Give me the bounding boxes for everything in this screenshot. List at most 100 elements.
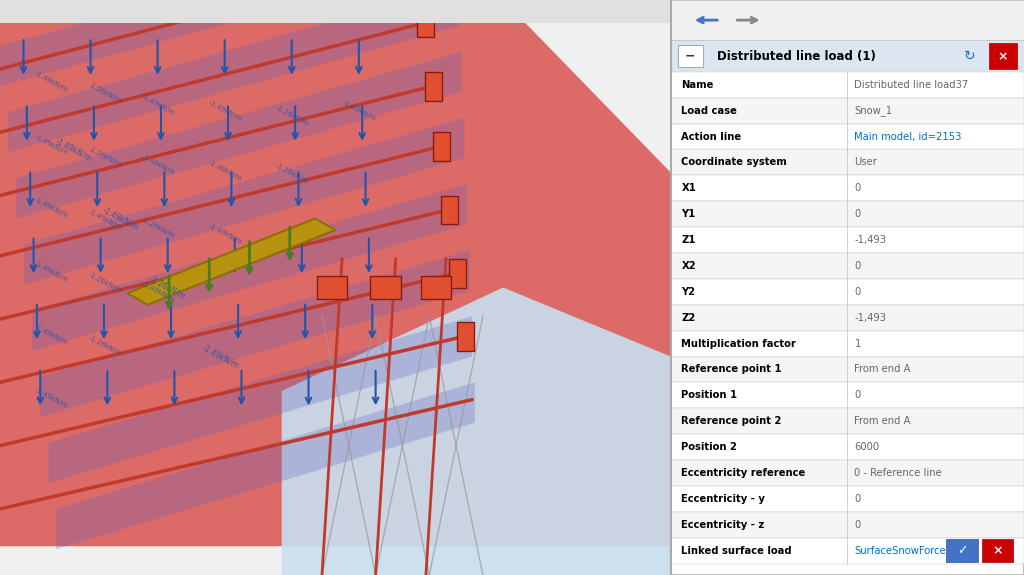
- FancyBboxPatch shape: [671, 150, 1024, 175]
- FancyBboxPatch shape: [671, 124, 1024, 150]
- Text: Linked surface load: Linked surface load: [681, 546, 792, 555]
- Text: -1.49kN/m: -1.49kN/m: [53, 136, 93, 163]
- Text: Multiplication factor: Multiplication factor: [681, 339, 797, 348]
- Text: Name: Name: [681, 80, 714, 90]
- Text: -1.26kN/m: -1.26kN/m: [87, 335, 122, 358]
- Text: -1.49kN/m: -1.49kN/m: [201, 343, 241, 370]
- Polygon shape: [417, 9, 434, 37]
- Text: Load case: Load case: [681, 106, 737, 116]
- Polygon shape: [458, 322, 474, 351]
- FancyBboxPatch shape: [671, 512, 1024, 538]
- FancyBboxPatch shape: [671, 72, 1024, 98]
- Polygon shape: [371, 276, 401, 299]
- Text: Distributed line load (1): Distributed line load (1): [717, 49, 876, 63]
- Text: Distributed line load37: Distributed line load37: [854, 80, 969, 90]
- Text: −: −: [685, 50, 695, 63]
- Text: -1.49kN/m: -1.49kN/m: [208, 160, 243, 182]
- Text: -1.49kN/m: -1.49kN/m: [34, 387, 69, 409]
- Text: -1.49kN/m: -1.49kN/m: [87, 209, 122, 231]
- FancyBboxPatch shape: [982, 539, 1014, 562]
- Text: Eccentricity - y: Eccentricity - y: [681, 494, 765, 504]
- Text: -1,493: -1,493: [854, 235, 887, 245]
- Polygon shape: [8, 0, 459, 152]
- Text: -1.26kN/m: -1.26kN/m: [87, 272, 122, 294]
- Text: X1: X1: [681, 183, 696, 193]
- Text: SurfaceSnowForce3: SurfaceSnowForce3: [854, 546, 952, 555]
- Polygon shape: [0, 0, 671, 23]
- Text: -1.49kN/m: -1.49kN/m: [34, 134, 69, 156]
- Text: 0: 0: [854, 287, 861, 297]
- FancyBboxPatch shape: [671, 253, 1024, 279]
- Text: 0 - Reference line: 0 - Reference line: [854, 468, 942, 478]
- FancyBboxPatch shape: [671, 40, 1024, 72]
- FancyBboxPatch shape: [671, 538, 1024, 564]
- Text: -1.49kN/m: -1.49kN/m: [34, 260, 69, 283]
- Text: Eccentricity reference: Eccentricity reference: [681, 468, 806, 478]
- Text: -1.26kN/m: -1.26kN/m: [141, 217, 176, 240]
- Polygon shape: [16, 52, 462, 219]
- Text: -1.49kN/m: -1.49kN/m: [208, 223, 243, 246]
- Text: Y2: Y2: [681, 287, 695, 297]
- Polygon shape: [441, 196, 458, 224]
- Polygon shape: [450, 259, 466, 288]
- Text: -1.49kN/m: -1.49kN/m: [141, 154, 176, 177]
- FancyBboxPatch shape: [671, 175, 1024, 201]
- Text: ×: ×: [992, 544, 1002, 557]
- Polygon shape: [25, 118, 464, 285]
- Text: Snow_1: Snow_1: [854, 105, 893, 116]
- Text: Reference point 2: Reference point 2: [681, 416, 781, 426]
- FancyBboxPatch shape: [946, 539, 978, 562]
- Text: Coordinate system: Coordinate system: [681, 158, 787, 167]
- Polygon shape: [425, 72, 442, 101]
- FancyBboxPatch shape: [671, 279, 1024, 305]
- Text: User: User: [854, 158, 878, 167]
- FancyBboxPatch shape: [671, 356, 1024, 382]
- FancyBboxPatch shape: [671, 460, 1024, 486]
- FancyBboxPatch shape: [671, 0, 1024, 575]
- Text: -1.49kN/m: -1.49kN/m: [141, 94, 176, 116]
- Text: -1.49kN/m: -1.49kN/m: [34, 71, 69, 93]
- FancyBboxPatch shape: [989, 43, 1017, 69]
- Text: 0: 0: [854, 494, 861, 504]
- Text: Reference point 1: Reference point 1: [681, 365, 782, 374]
- Polygon shape: [316, 276, 347, 299]
- FancyBboxPatch shape: [671, 201, 1024, 227]
- FancyBboxPatch shape: [671, 486, 1024, 512]
- Text: -1.26kN/m: -1.26kN/m: [147, 274, 187, 301]
- Text: -1.26kN/m: -1.26kN/m: [275, 163, 310, 185]
- Text: -1.49kN/m: -1.49kN/m: [141, 281, 176, 303]
- Text: 0: 0: [854, 209, 861, 219]
- Text: -1.49kN/m: -1.49kN/m: [34, 324, 69, 346]
- Text: Action line: Action line: [681, 132, 741, 141]
- Text: ↻: ↻: [964, 49, 975, 63]
- Text: Position 1: Position 1: [681, 390, 737, 400]
- Text: From end A: From end A: [854, 416, 911, 426]
- Polygon shape: [421, 276, 452, 299]
- Text: ×: ×: [997, 50, 1008, 63]
- Polygon shape: [32, 184, 467, 351]
- FancyBboxPatch shape: [671, 98, 1024, 124]
- Text: -1,493: -1,493: [854, 313, 887, 323]
- Text: Main model, id=2153: Main model, id=2153: [854, 132, 962, 141]
- FancyBboxPatch shape: [671, 408, 1024, 434]
- Text: -1.26kN/m: -1.26kN/m: [87, 82, 122, 105]
- Text: -1.49kN/m: -1.49kN/m: [100, 205, 140, 232]
- Polygon shape: [48, 316, 472, 483]
- Polygon shape: [56, 382, 475, 549]
- Text: -1.26kN/m: -1.26kN/m: [275, 105, 310, 128]
- Polygon shape: [433, 132, 451, 161]
- Text: Z2: Z2: [681, 313, 695, 323]
- FancyBboxPatch shape: [671, 434, 1024, 460]
- FancyBboxPatch shape: [671, 227, 1024, 253]
- FancyBboxPatch shape: [671, 331, 1024, 356]
- Text: X2: X2: [681, 261, 696, 271]
- Text: -1.49kN/m: -1.49kN/m: [342, 99, 377, 122]
- Text: Z1: Z1: [681, 235, 696, 245]
- Text: From end A: From end A: [854, 365, 911, 374]
- Text: 0: 0: [854, 390, 861, 400]
- Polygon shape: [40, 250, 470, 417]
- Text: -1.49kN/m: -1.49kN/m: [208, 99, 243, 122]
- FancyBboxPatch shape: [671, 0, 1024, 40]
- Text: ✓: ✓: [956, 544, 968, 557]
- Text: Eccentricity - z: Eccentricity - z: [681, 520, 765, 530]
